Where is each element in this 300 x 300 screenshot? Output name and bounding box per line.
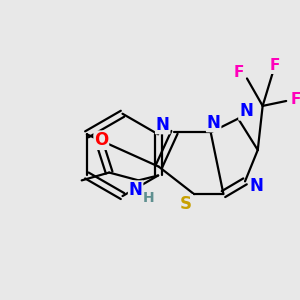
Text: O: O (94, 131, 108, 149)
Text: N: N (239, 102, 253, 120)
Text: S: S (180, 195, 192, 213)
Text: F: F (234, 65, 244, 80)
Text: H: H (142, 191, 154, 205)
Text: F: F (291, 92, 300, 106)
Text: N: N (156, 116, 170, 134)
Text: N: N (250, 177, 264, 195)
Text: N: N (129, 181, 142, 199)
Text: N: N (207, 114, 220, 132)
Text: F: F (269, 58, 280, 73)
